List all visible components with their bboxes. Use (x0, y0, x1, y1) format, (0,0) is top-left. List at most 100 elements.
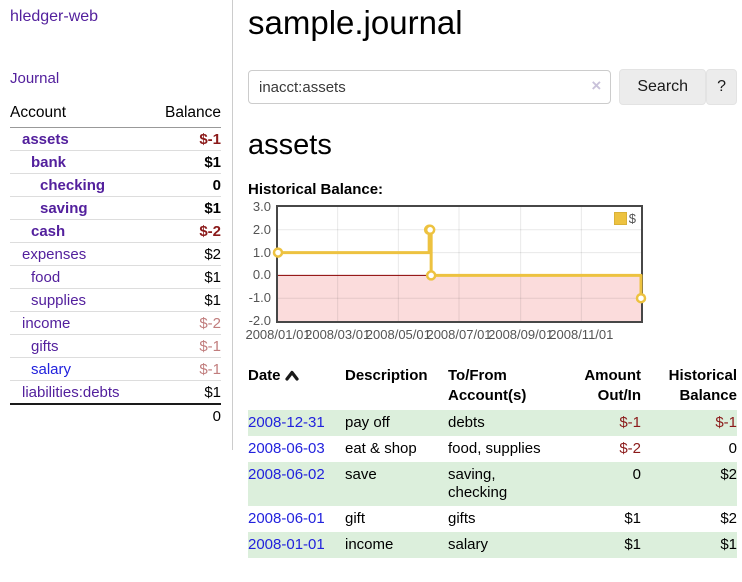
legend-label: $ (628, 211, 636, 226)
transaction-balance: $2 (720, 466, 737, 483)
account-balance: 0 (149, 173, 221, 197)
x-tick-label: 2008/07/01 (426, 327, 492, 342)
x-tick-label: 2008/03/01 (305, 327, 371, 342)
clear-search-icon[interactable]: × (591, 76, 602, 95)
legend-swatch-icon (613, 212, 627, 225)
transaction-accounts: saving, checking (448, 466, 508, 501)
y-tick-label: 1.0 (252, 244, 271, 260)
transaction-amount: $1 (624, 510, 641, 527)
accounts-table-body: assets $-1 bank $1 checking 0 saving $1 cash $-2 e… (10, 127, 221, 405)
x-tick-label: 2008/01/01 (245, 327, 311, 342)
account-row: assets $-1 (10, 127, 221, 151)
data-point-marker (424, 224, 436, 236)
chart-x-axis: 2008/01/01 2008/03/01 2008/05/01 2008/07/01… (245, 327, 641, 343)
chart-title: Historical Balance: (248, 181, 384, 198)
account-link-salary[interactable]: salary (31, 361, 72, 378)
accounts-table: Account Balance assets $-1 bank $1 checking 0… (10, 104, 221, 428)
accounts-total-row: 0 (10, 404, 221, 428)
register-header-historical[interactable]: Historical Balance (668, 367, 737, 404)
account-balance: $1 (149, 288, 221, 312)
account-link-liabilities-debts[interactable]: liabilities:debts (22, 384, 120, 401)
account-balance: $1 (149, 196, 221, 220)
negative-region (278, 275, 641, 321)
account-link-assets[interactable]: assets (22, 131, 69, 148)
transaction-balance: $2 (720, 510, 737, 527)
register-table: Date Description To/From Account(s) Amount Ou… (248, 364, 737, 558)
register-header-description[interactable]: Description (345, 367, 428, 384)
account-link-bank[interactable]: bank (31, 154, 67, 171)
transaction-accounts: debts (448, 414, 485, 431)
register-header-date[interactable]: Date (248, 364, 345, 410)
accounts-header-account: Account (10, 104, 150, 128)
account-row: gifts $-1 (10, 334, 221, 358)
sidebar: hledger-web Journal Account Balance asse… (0, 0, 233, 450)
account-balance: $-1 (149, 334, 221, 358)
transaction-date-link[interactable]: 2008-06-03 (248, 440, 325, 457)
search-box: × (248, 70, 612, 104)
transaction-accounts: salary (448, 536, 489, 553)
x-tick-label: 2008/09/01 (488, 327, 554, 342)
transaction-row[interactable]: 2008-06-03 eat & shop food, supplies $-2 0 (248, 436, 737, 462)
transaction-balance: $-1 (715, 414, 737, 431)
register-header-row: Date Description To/From Account(s) Amount Ou… (248, 364, 737, 410)
transaction-date-link[interactable]: 2008-06-02 (248, 466, 325, 483)
transaction-description: save (345, 466, 377, 483)
transaction-row[interactable]: 2008-12-31 pay off debts $-1 $-1 (248, 410, 737, 436)
transaction-amount: $1 (624, 536, 641, 553)
y-tick-label: -1.0 (248, 290, 271, 306)
search-input[interactable] (248, 70, 612, 104)
account-balance: $1 (149, 380, 221, 405)
transaction-amount: $-1 (619, 414, 641, 431)
x-tick-label: 2008/11/01 (549, 327, 614, 342)
help-button[interactable]: ? (706, 69, 737, 105)
transaction-row[interactable]: 2008-06-02 save saving, checking 0 $2 (248, 462, 737, 506)
account-row: bank $1 (10, 150, 221, 174)
data-point-marker (272, 247, 284, 258)
sidebar-item-journal[interactable]: Journal (10, 70, 60, 87)
account-balance: $-2 (149, 219, 221, 243)
data-point-marker (425, 270, 437, 281)
chart-legend: $ (611, 210, 638, 227)
register-header-amount[interactable]: Amount Out/In (584, 367, 641, 404)
account-balance: $-1 (149, 127, 221, 151)
account-row: liabilities:debts $1 (10, 380, 221, 405)
transaction-balance: $1 (720, 536, 737, 553)
search-button[interactable]: Search (619, 69, 707, 105)
transaction-accounts: gifts (448, 510, 476, 527)
transaction-row[interactable]: 2008-01-01 income salary $1 $1 (248, 532, 737, 558)
transaction-description: income (345, 536, 394, 553)
y-tick-label: 3.0 (252, 199, 271, 214)
transaction-description: eat & shop (345, 440, 417, 457)
account-link-checking[interactable]: checking (40, 177, 106, 194)
transaction-description: pay off (345, 414, 390, 431)
register-body: 2008-12-31 pay off debts $-1 $-1 2008-06-03 ea… (248, 410, 737, 558)
account-link-expenses[interactable]: expenses (22, 246, 87, 263)
account-balance: $1 (149, 150, 221, 174)
transaction-date-link[interactable]: 2008-12-31 (248, 414, 325, 431)
account-link-food[interactable]: food (31, 269, 61, 286)
account-row: salary $-1 (10, 357, 221, 381)
account-row: food $1 (10, 265, 221, 289)
transaction-balance: 0 (728, 440, 737, 457)
account-balance: $-1 (149, 357, 221, 381)
account-balance: $1 (149, 265, 221, 289)
transaction-row[interactable]: 2008-06-01 gift gifts $1 $2 (248, 506, 737, 532)
y-tick-label: 2.0 (252, 221, 271, 237)
account-link-supplies[interactable]: supplies (31, 292, 87, 309)
account-balance: $-2 (149, 311, 221, 335)
transaction-date-link[interactable]: 2008-01-01 (248, 536, 325, 553)
register-header-to-from[interactable]: To/From Account(s) (448, 367, 527, 404)
account-row: cash $-2 (10, 219, 221, 243)
main-content: sample.journal × Search ? assets Histori… (245, 0, 742, 558)
account-heading: assets (248, 129, 332, 161)
transaction-amount: 0 (632, 466, 641, 483)
x-tick-label: 2008/05/01 (365, 327, 431, 342)
chart-plot-area: $ (272, 205, 647, 323)
transaction-date-link[interactable]: 2008-06-01 (248, 510, 325, 527)
account-link-saving[interactable]: saving (40, 200, 88, 217)
account-link-cash[interactable]: cash (31, 223, 66, 240)
account-link-income[interactable]: income (22, 315, 71, 332)
app-title-link[interactable]: hledger-web (10, 8, 99, 25)
account-link-gifts[interactable]: gifts (31, 338, 59, 355)
